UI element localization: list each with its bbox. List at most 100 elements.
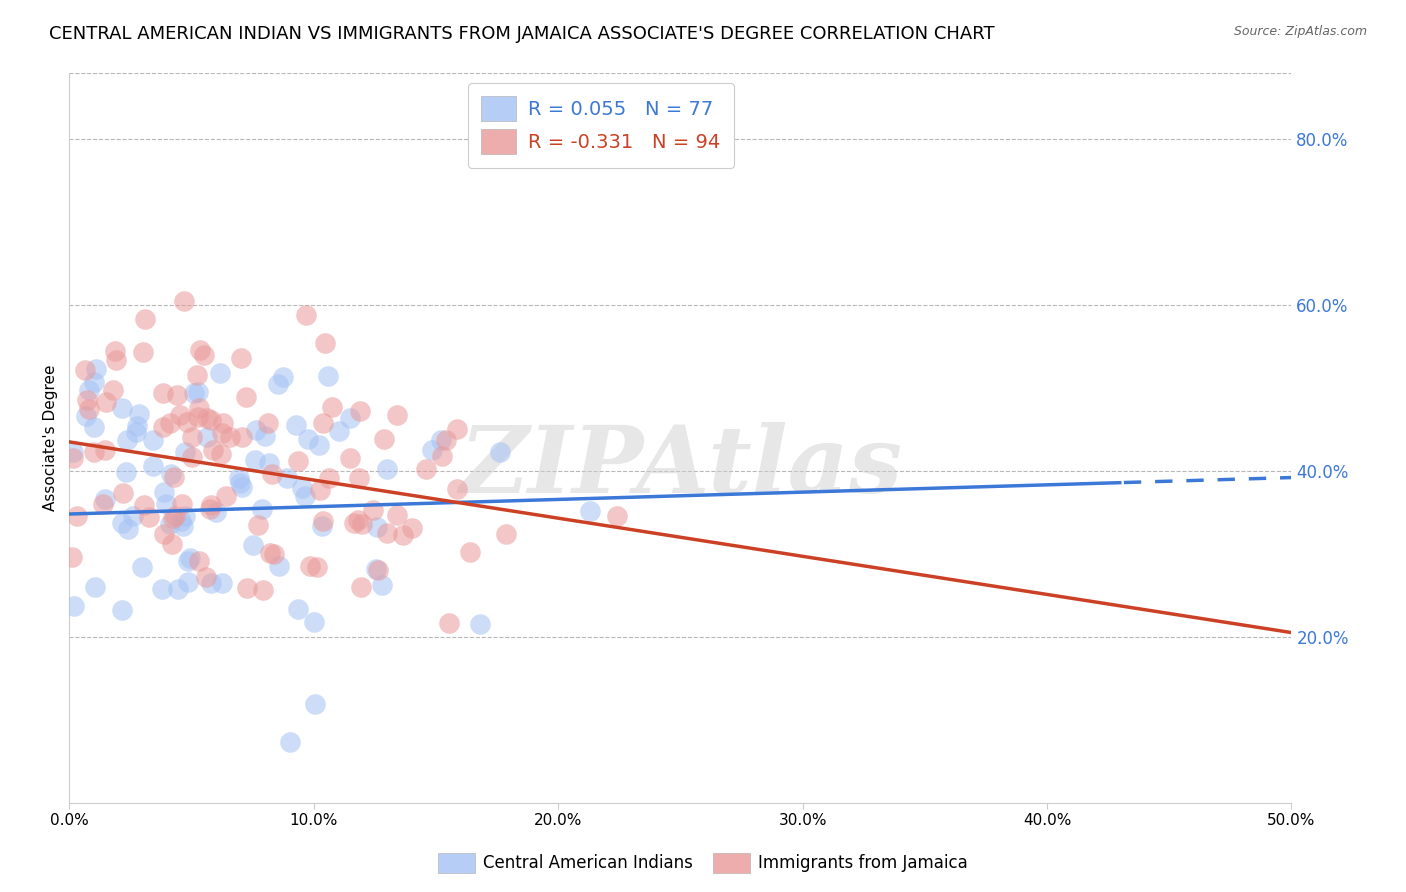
Point: [311, 416, 333, 430]
Point: [201, 443, 224, 458]
Point: [172, 518, 194, 533]
Point: [373, 433, 395, 447]
Point: [211, 425, 233, 440]
Point: [211, 416, 233, 430]
Point: [342, 516, 364, 530]
Point: [200, 576, 222, 591]
Point: [415, 462, 437, 476]
Point: [162, 537, 184, 551]
Point: [606, 508, 628, 523]
Point: [134, 311, 156, 326]
Point: [252, 583, 274, 598]
Point: [446, 422, 468, 436]
Point: [195, 430, 218, 444]
Point: [83, 420, 105, 434]
Point: [432, 449, 454, 463]
Point: [132, 498, 155, 512]
Point: [94, 492, 117, 507]
Point: [429, 434, 451, 448]
Point: [458, 545, 481, 559]
Point: [236, 581, 259, 595]
Point: [260, 467, 283, 481]
Point: [305, 559, 328, 574]
Point: [385, 508, 408, 523]
Point: [328, 424, 350, 438]
Point: [250, 502, 273, 516]
Point: [200, 413, 222, 427]
Point: [186, 368, 208, 382]
Point: [347, 471, 370, 485]
Point: [308, 437, 330, 451]
Point: [311, 519, 333, 533]
Point: [142, 459, 165, 474]
Point: [170, 497, 193, 511]
Point: [194, 570, 217, 584]
Point: [159, 517, 181, 532]
Point: [401, 521, 423, 535]
Point: [160, 467, 183, 481]
Point: [235, 390, 257, 404]
Point: [256, 416, 278, 430]
Point: [204, 505, 226, 519]
Point: [142, 433, 165, 447]
Point: [437, 616, 460, 631]
Point: [79, 401, 101, 416]
Point: [110, 603, 132, 617]
Point: [195, 410, 218, 425]
Point: [304, 697, 326, 711]
Point: [267, 376, 290, 391]
Point: [105, 353, 128, 368]
Point: [420, 442, 443, 457]
Point: [170, 515, 193, 529]
Point: [125, 419, 148, 434]
Point: [364, 562, 387, 576]
Point: [104, 343, 127, 358]
Point: [153, 485, 176, 500]
Point: [177, 554, 200, 568]
Point: [162, 510, 184, 524]
Point: [294, 489, 316, 503]
Point: [271, 370, 294, 384]
Point: [284, 418, 307, 433]
Point: [495, 527, 517, 541]
Point: [391, 528, 413, 542]
Point: [200, 498, 222, 512]
Point: [470, 616, 492, 631]
Point: [294, 308, 316, 322]
Point: [316, 369, 339, 384]
Y-axis label: Associate's Degree: Associate's Degree: [44, 365, 58, 511]
Point: [287, 454, 309, 468]
Point: [84, 361, 107, 376]
Point: [163, 509, 186, 524]
Point: [229, 475, 252, 490]
Point: [111, 485, 134, 500]
Point: [253, 429, 276, 443]
Legend: Central American Indians, Immigrants from Jamaica: Central American Indians, Immigrants fro…: [432, 847, 974, 880]
Point: [84, 580, 107, 594]
Point: [177, 575, 200, 590]
Point: [83, 444, 105, 458]
Point: [198, 501, 221, 516]
Point: [245, 423, 267, 437]
Point: [73, 363, 96, 377]
Point: [209, 447, 232, 461]
Point: [66, 509, 89, 524]
Point: [188, 343, 211, 357]
Point: [187, 410, 209, 425]
Point: [96, 394, 118, 409]
Point: [131, 560, 153, 574]
Point: [173, 445, 195, 459]
Point: [101, 384, 124, 398]
Point: [347, 512, 370, 526]
Point: [77, 384, 100, 398]
Point: [259, 546, 281, 560]
Point: [111, 401, 134, 415]
Point: [75, 409, 97, 423]
Point: [187, 554, 209, 568]
Point: [94, 443, 117, 458]
Point: [138, 509, 160, 524]
Point: [62, 445, 84, 459]
Point: [153, 527, 176, 541]
Point: [180, 450, 202, 464]
Point: [287, 601, 309, 615]
